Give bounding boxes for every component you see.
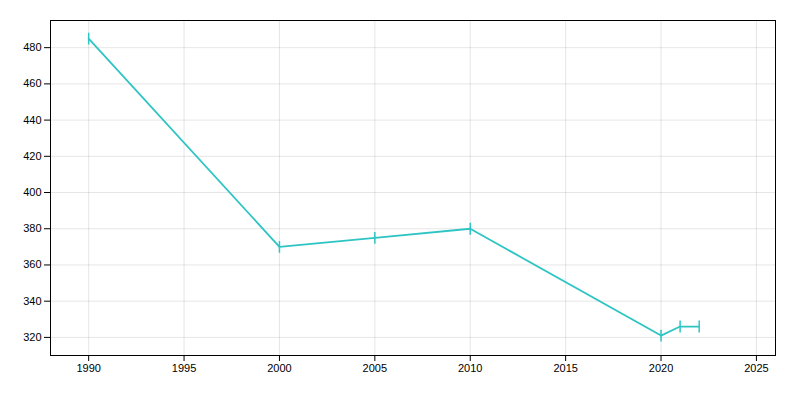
svg-text:440: 440 [23, 114, 41, 126]
svg-text:320: 320 [23, 331, 41, 343]
svg-text:2010: 2010 [458, 362, 482, 374]
svg-text:340: 340 [23, 295, 41, 307]
svg-text:420: 420 [23, 150, 41, 162]
svg-text:380: 380 [23, 222, 41, 234]
svg-text:460: 460 [23, 77, 41, 89]
svg-text:480: 480 [23, 41, 41, 53]
svg-text:2015: 2015 [553, 362, 577, 374]
svg-text:1995: 1995 [172, 362, 196, 374]
svg-text:1990: 1990 [76, 362, 100, 374]
svg-text:2020: 2020 [649, 362, 673, 374]
svg-text:400: 400 [23, 186, 41, 198]
svg-text:2000: 2000 [267, 362, 291, 374]
svg-text:2005: 2005 [363, 362, 387, 374]
svg-text:360: 360 [23, 258, 41, 270]
svg-text:2025: 2025 [744, 362, 768, 374]
